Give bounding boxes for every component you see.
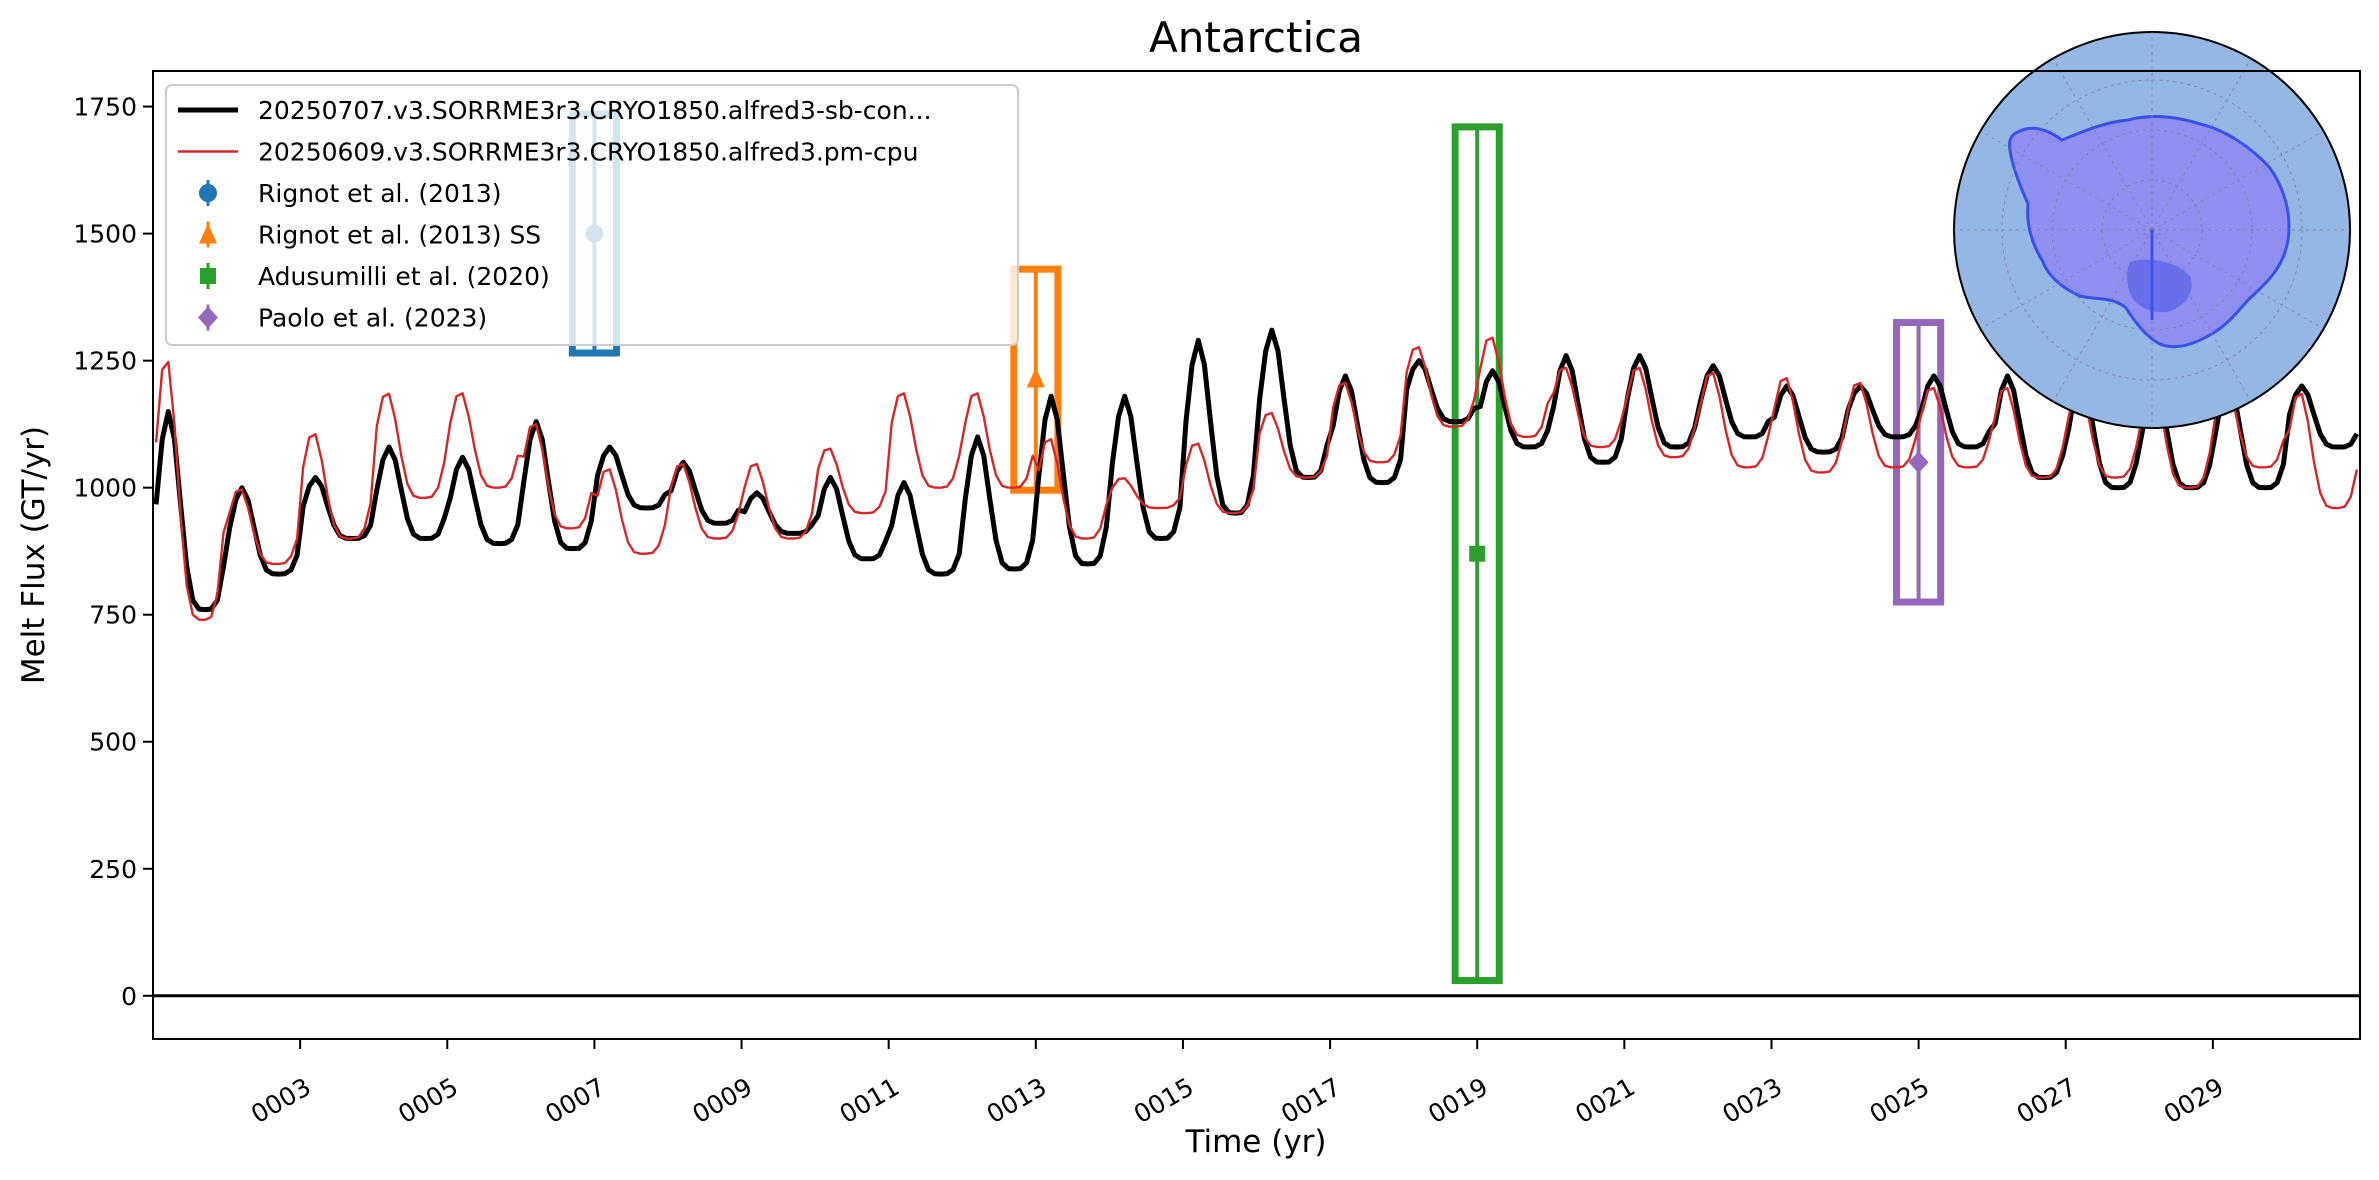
legend-label: Paolo et al. (2023) (258, 304, 487, 333)
inset-meridian (1978, 229, 2153, 331)
x-tick-label: 0029 (2159, 1072, 2229, 1129)
legend-label: 20250707.v3.SORRME3r3.CRYO1850.alfred3-s… (258, 96, 932, 125)
chart-title: Antarctica (1149, 13, 1363, 62)
series-line-red (154, 336, 2359, 621)
y-tick-label: 0 (121, 982, 137, 1011)
x-tick-label: 0015 (1129, 1072, 1199, 1129)
plot-frame (152, 70, 2361, 1040)
antarctica-landmass (2008, 115, 2291, 349)
x-tick-label: 0005 (393, 1072, 463, 1129)
inset-graticule (1954, 32, 2350, 428)
y-tick-label: 1500 (73, 220, 137, 249)
y-tick-label: 1000 (73, 474, 137, 503)
inset-meridian (1978, 129, 2153, 231)
ross-ice-shelf (2127, 259, 2192, 313)
obs-marker-circle (199, 184, 217, 202)
x-tick-label: 0021 (1570, 1072, 1640, 1129)
x-tick-label: 0019 (1423, 1072, 1493, 1129)
inset-meridian (2051, 56, 2153, 231)
y-tick-label: 750 (89, 601, 137, 630)
x-tick-label: 0011 (835, 1072, 905, 1129)
x-tick-label: 0013 (982, 1072, 1052, 1129)
obs-marker-diamond (198, 306, 218, 329)
legend-label: Rignot et al. (2013) (258, 179, 502, 208)
x-axis: 0003 0005 0007 0009 0011 0013 0015 0017 0019 0021… (246, 1039, 2228, 1129)
legend-label: Adusumilli et al. (2020) (258, 262, 550, 291)
obs-marker-diamond (1908, 451, 1929, 474)
legend-label: 20250609.v3.SORRME3r3.CRYO1850.alfred3.p… (258, 138, 919, 167)
x-tick-label: 0027 (2012, 1072, 2082, 1129)
y-tick-label: 500 (89, 728, 137, 757)
obs-marker-square (1469, 545, 1486, 562)
x-tick-label: 0003 (246, 1072, 316, 1129)
obs-marker-triangle (199, 223, 217, 244)
x-tick-label: 0009 (688, 1072, 758, 1129)
inset-meridian (2151, 129, 2326, 231)
antarctica-inset-map (1953, 31, 2351, 429)
y-tick-label: 1750 (73, 93, 137, 122)
y-axis-label: Melt Flux (GT/yr) (16, 426, 52, 684)
series-line-black (153, 327, 2360, 613)
x-tick-label: 0007 (540, 1072, 610, 1129)
obs-marker-triangle (1026, 367, 1045, 388)
x-axis-label: Time (yr) (1185, 1124, 1327, 1160)
legend: 20250707.v3.SORRME3r3.CRYO1850.alfred3-s… (165, 84, 1019, 346)
inset-meridian (2051, 229, 2153, 404)
y-tick-label: 250 (89, 855, 137, 884)
y-tick-label: 1250 (73, 347, 137, 376)
y-axis: 0 250 500 750 1000 1250 1500 1750 (73, 93, 153, 1011)
obs-marker-square (200, 268, 216, 284)
legend-box (165, 84, 1019, 346)
inset-meridian (2151, 56, 2253, 231)
x-tick-label: 0023 (1717, 1072, 1787, 1129)
x-tick-label: 0025 (1865, 1072, 1935, 1129)
inset-meridian (2151, 229, 2253, 404)
inset-meridian (2151, 229, 2326, 331)
x-tick-label: 0017 (1276, 1072, 1346, 1129)
legend-label: Rignot et al. (2013) SS (258, 221, 541, 250)
